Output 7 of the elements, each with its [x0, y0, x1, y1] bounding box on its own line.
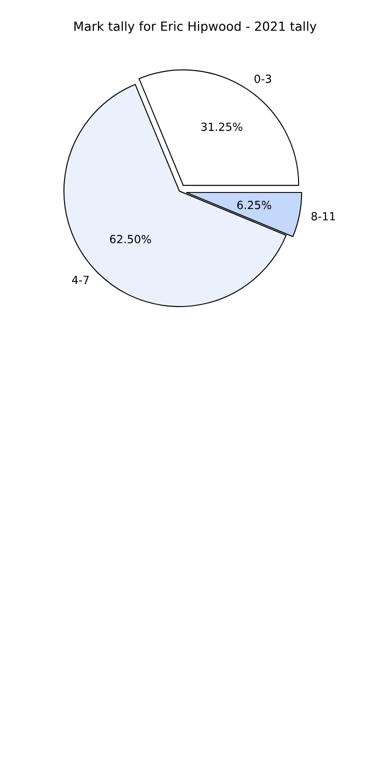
- data-label: 6.25%: [237, 200, 272, 210]
- data-label: 31.25%: [201, 122, 242, 131]
- slice-label: 8-11: [311, 212, 335, 220]
- slice-label: 0-3: [254, 74, 272, 83]
- chart-title: Mark tally for Eric Hipwood - 2021 tally: [74, 21, 316, 34]
- slice-label: 4-7: [72, 276, 89, 284]
- data-label: 62.50%: [110, 234, 151, 244]
